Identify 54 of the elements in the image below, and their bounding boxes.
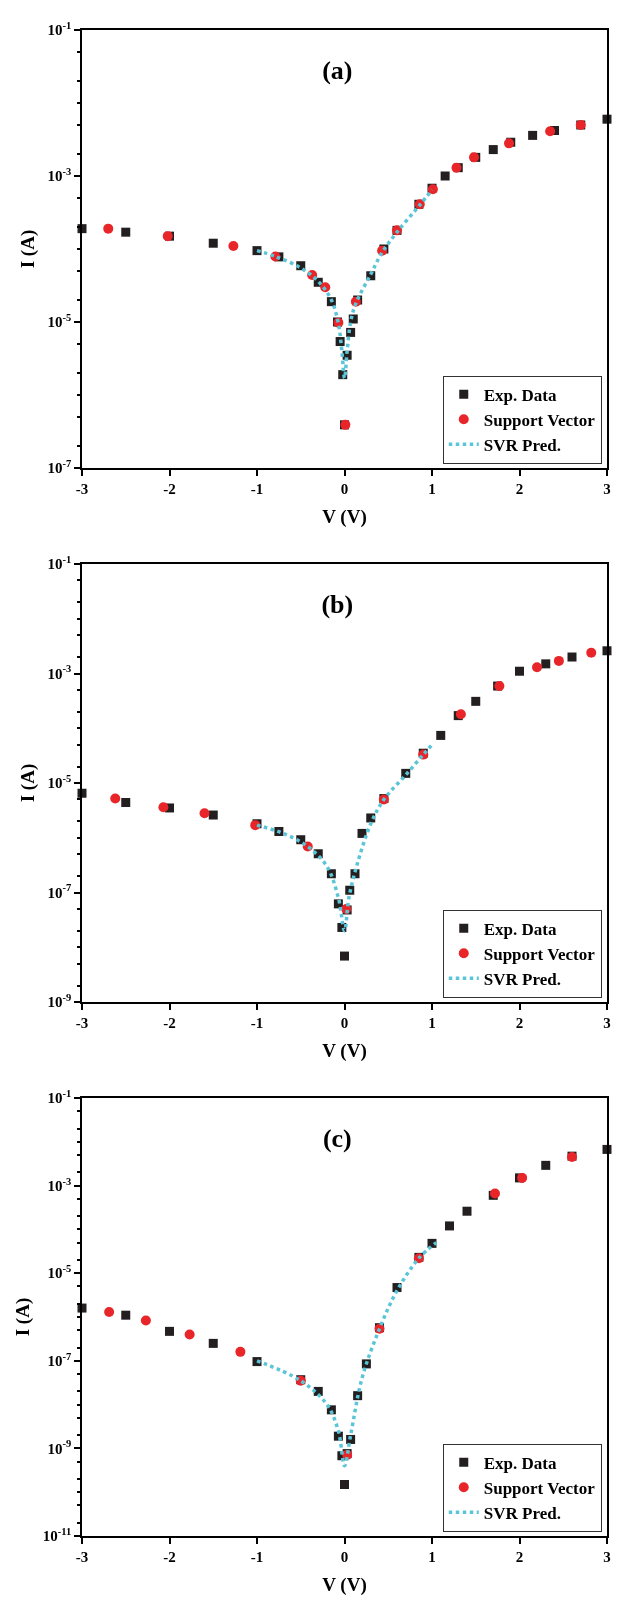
x-tick-label: 3 xyxy=(603,480,611,497)
y-axis-title: I (A) xyxy=(12,1297,35,1337)
y-tick-label: 10$^{-5}$ xyxy=(47,1263,72,1282)
x-tick-label: 2 xyxy=(515,480,524,497)
y-tick-label: 10$^{-7}$ xyxy=(47,1350,72,1370)
legend-label: Exp. Data xyxy=(483,919,557,939)
x-axis-title: V (V) xyxy=(322,1040,367,1063)
text: (a) xyxy=(322,55,353,85)
y-tick-label: 10$^{-5}$ xyxy=(47,772,72,792)
x-tick-label: 0 xyxy=(340,1014,349,1031)
legend-label: Support Vector xyxy=(483,410,596,430)
x-tick-label: -1 xyxy=(250,1014,264,1031)
x-tick-label: 1 xyxy=(428,1014,436,1031)
legend-label: Support Vector xyxy=(483,1478,596,1498)
x-tick-label: 2 xyxy=(515,1014,524,1031)
y-tick-label: 10$^{-7}$ xyxy=(47,457,72,477)
y-tick-label: 10$^{-5}$ xyxy=(47,311,72,331)
y-tick-label: 10$^{-3}$ xyxy=(47,165,72,185)
legend-label: Exp. Data xyxy=(483,1453,557,1473)
y-tick-label: 10$^{-7}$ xyxy=(47,882,72,901)
x-axis-title: V (V) xyxy=(322,1574,367,1597)
y-tick-label: 10$^{-3}$ xyxy=(47,1175,72,1194)
y-tick-label: 10$^{-1}$ xyxy=(47,19,72,39)
x-tick-label: -3 xyxy=(75,480,89,497)
y-tick-label: 10$^{-3}$ xyxy=(47,663,72,682)
legend-label: SVR Pred. xyxy=(483,970,561,989)
x-tick-label: -1 xyxy=(250,1548,264,1565)
y-axis-title: I (A) xyxy=(16,229,39,269)
y-tick-label: 10$^{-1}$ xyxy=(47,1087,72,1107)
y-axis-title: I (A) xyxy=(16,763,39,803)
x-tick-label: -2 xyxy=(163,1548,176,1565)
x-tick-label: -2 xyxy=(163,1014,176,1031)
x-tick-label: 0 xyxy=(340,1548,349,1565)
x-tick-label: -1 xyxy=(250,480,264,497)
x-tick-label: 2 xyxy=(515,1548,524,1565)
x-tick-label: -3 xyxy=(75,1014,89,1031)
y-tick-label: 10$^{-9}$ xyxy=(47,1438,72,1457)
legend-label: Exp. Data xyxy=(483,385,557,405)
x-tick-label: 1 xyxy=(428,1548,436,1565)
y-tick-label: 10$^{-11}$ xyxy=(42,1525,72,1545)
y-tick-label: 10$^{-1}$ xyxy=(47,553,72,573)
x-tick-label: -3 xyxy=(75,1548,89,1565)
x-tick-label: 3 xyxy=(603,1548,611,1565)
x-tick-label: 0 xyxy=(340,480,349,497)
x-axis-title: V (V) xyxy=(322,506,367,529)
text: (b) xyxy=(321,589,354,619)
x-tick-label: 3 xyxy=(603,1014,611,1031)
legend-label: SVR Pred. xyxy=(483,436,561,455)
legend-label: Support Vector xyxy=(483,944,596,964)
text: (c) xyxy=(322,1123,352,1153)
legend-label: SVR Pred. xyxy=(483,1504,561,1523)
x-tick-label: -2 xyxy=(163,480,176,497)
x-tick-label: 1 xyxy=(428,480,436,497)
y-tick-label: 10$^{-9}$ xyxy=(47,991,72,1011)
